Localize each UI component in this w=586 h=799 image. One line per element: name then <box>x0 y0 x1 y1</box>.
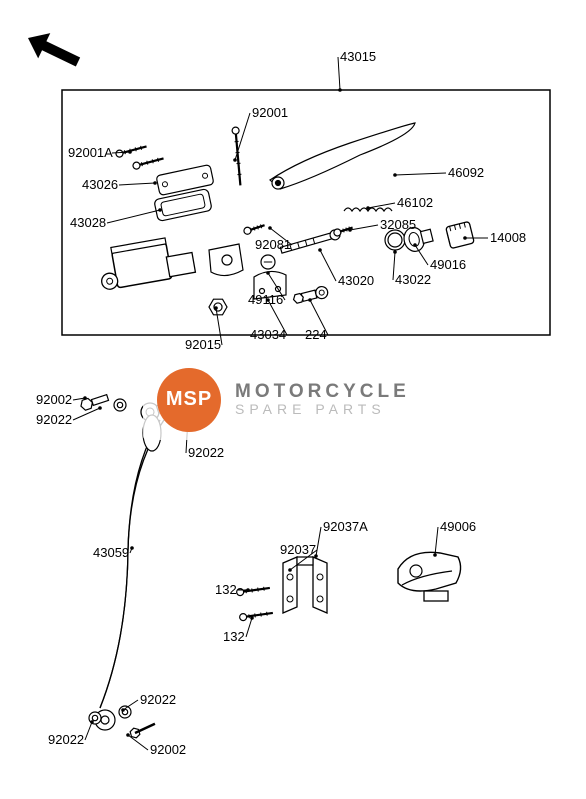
part-label-92022b: 92022 <box>188 445 224 460</box>
part-label-92037: 92037 <box>280 542 316 557</box>
part-label-43026: 43026 <box>82 177 118 192</box>
part-label-49006: 49006 <box>440 519 476 534</box>
part-label-43028: 43028 <box>70 215 106 230</box>
part-label-43022: 43022 <box>395 272 431 287</box>
part-label-92022: 92022 <box>36 412 72 427</box>
part-label-46102: 46102 <box>397 195 433 210</box>
part-label-92001A: 92001A <box>68 145 113 160</box>
part-label-92022c: 92022 <box>140 692 176 707</box>
part-label-132b: 132 <box>223 629 245 644</box>
corner-arrow-icon <box>28 33 80 66</box>
part-label-92001: 92001 <box>252 105 288 120</box>
watermark-badge: MSP <box>157 368 221 432</box>
part-label-132a: 132 <box>215 582 237 597</box>
part-label-92015: 92015 <box>185 337 221 352</box>
watermark: MSP MOTORCYCLE SPARE PARTS <box>143 360 443 440</box>
part-label-49116: 49116 <box>248 292 283 307</box>
part-label-92081: 92081 <box>255 237 291 252</box>
watermark-line1: MOTORCYCLE <box>235 382 410 402</box>
part-label-92002: 92002 <box>36 392 72 407</box>
part-label-43034: 43034 <box>250 327 286 342</box>
part-label-14008: 14008 <box>490 230 526 245</box>
watermark-text: MOTORCYCLE SPARE PARTS <box>235 382 410 417</box>
part-label-92022d: 92022 <box>48 732 84 747</box>
part-label-92037A: 92037A <box>323 519 368 534</box>
part-label-43059: 43059 <box>93 545 129 560</box>
part-label-43020: 43020 <box>338 273 374 288</box>
watermark-line2: SPARE PARTS <box>235 402 410 417</box>
part-label-46092: 46092 <box>448 165 484 180</box>
part-label-43015: 43015 <box>340 49 376 64</box>
part-label-32085: 32085 <box>380 217 416 232</box>
part-label-224: 224 <box>305 327 327 342</box>
part-label-49016: 49016 <box>430 257 466 272</box>
part-label-92002b: 92002 <box>150 742 186 757</box>
